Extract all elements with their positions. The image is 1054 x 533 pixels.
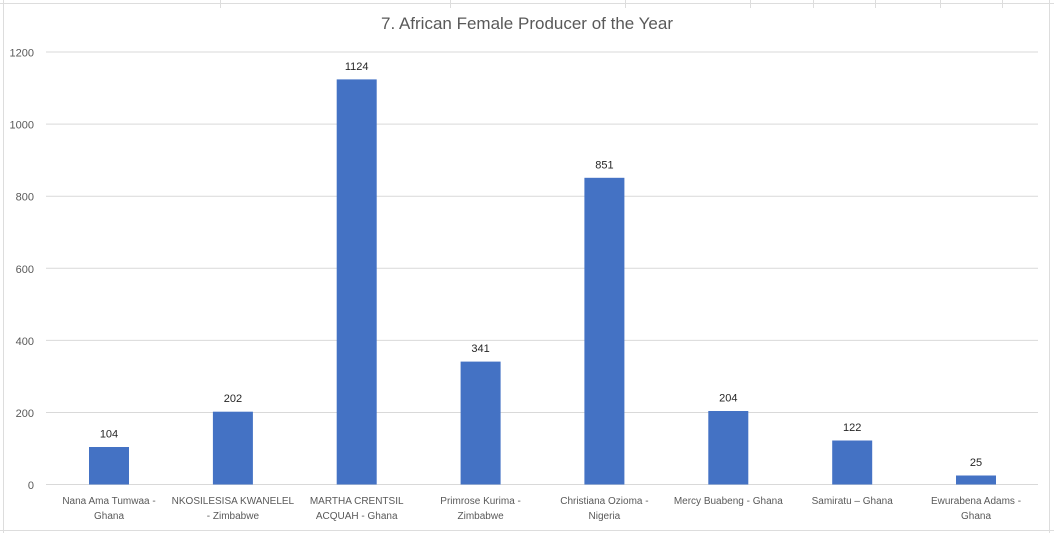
svg-text:1200: 1200 <box>10 48 34 60</box>
svg-text:Primrose Kurima -Zimbabwe: Primrose Kurima -Zimbabwe <box>440 496 521 522</box>
svg-text:800: 800 <box>16 192 34 204</box>
svg-text:200: 200 <box>16 408 34 420</box>
svg-text:7. African Female Producer of: 7. African Female Producer of the Year <box>381 14 673 33</box>
svg-text:Christiana Ozioma -Nigeria: Christiana Ozioma -Nigeria <box>560 496 648 522</box>
svg-text:1124: 1124 <box>345 61 369 73</box>
svg-text:1000: 1000 <box>10 120 34 132</box>
svg-text:NKOSILESISA KWANELEL- Zimbabwe: NKOSILESISA KWANELEL - Zimbabwe <box>172 496 295 522</box>
svg-text:0: 0 <box>28 480 34 492</box>
svg-text:Nana Ama Tumwaa -Ghana: Nana Ama Tumwaa -Ghana <box>62 496 155 522</box>
svg-text:Ewurabena Adams -Ghana: Ewurabena Adams -Ghana <box>931 496 1021 522</box>
svg-text:202: 202 <box>224 393 242 405</box>
svg-text:341: 341 <box>471 343 489 355</box>
svg-text:204: 204 <box>719 393 737 405</box>
svg-text:851: 851 <box>595 159 613 171</box>
svg-text:600: 600 <box>16 264 34 276</box>
svg-text:Mercy Buabeng - Ghana: Mercy Buabeng - Ghana <box>674 496 783 507</box>
svg-text:Samiratu – Ghana: Samiratu – Ghana <box>812 496 894 507</box>
svg-text:400: 400 <box>16 336 34 348</box>
svg-text:104: 104 <box>100 429 118 441</box>
svg-text:25: 25 <box>970 457 982 469</box>
svg-text:122: 122 <box>843 422 861 434</box>
